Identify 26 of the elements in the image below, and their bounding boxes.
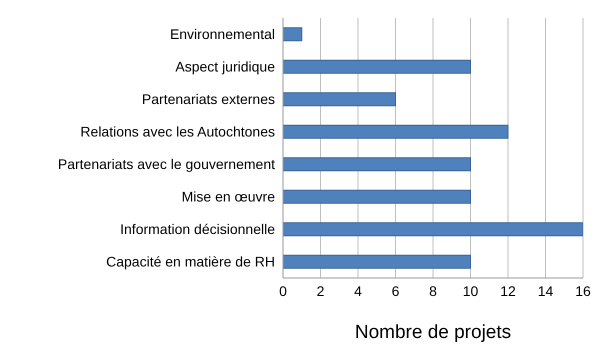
y-tick-label: Mise en œuvre — [182, 188, 276, 205]
y-tick-label: Aspect juridique — [175, 58, 276, 75]
y-tick-label: Capacité en matière de RH — [106, 254, 275, 270]
bar — [283, 92, 396, 106]
y-tick-label: Relations avec les Autochtones — [80, 124, 275, 140]
x-tick-label: 16 — [575, 282, 591, 299]
bar — [283, 60, 471, 74]
y-tick-label: Partenariats externes — [142, 91, 275, 108]
x-axis-title: Nombre de projets — [354, 322, 512, 343]
x-tick-label: 4 — [354, 282, 362, 299]
x-tick-label: 6 — [392, 282, 400, 299]
x-tick-label: 10 — [462, 282, 478, 299]
x-tick-label: 14 — [538, 282, 554, 299]
bar — [283, 190, 471, 204]
bar — [283, 124, 508, 139]
bar — [283, 27, 302, 42]
y-tick-label: Environnemental — [170, 26, 275, 42]
bar — [283, 254, 471, 269]
y-tick-label: Information décisionnelle — [120, 221, 276, 238]
x-tick-label: 2 — [316, 282, 325, 299]
bar — [283, 222, 583, 236]
x-tick-label: 8 — [429, 282, 438, 299]
y-tick-label: Partenariats avec le gouvernement — [58, 156, 276, 172]
x-tick-label: 0 — [279, 282, 288, 299]
x-tick-label: 12 — [500, 282, 516, 299]
bar — [283, 157, 471, 172]
